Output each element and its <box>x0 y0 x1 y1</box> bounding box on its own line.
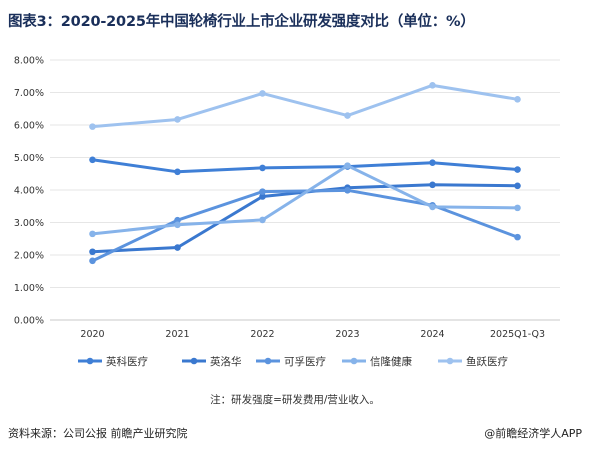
data-point <box>259 216 266 224</box>
data-point <box>174 216 181 224</box>
data-point <box>429 82 436 89</box>
data-point <box>514 96 521 103</box>
data-point <box>259 90 266 97</box>
y-tick-label: 0.00% <box>14 316 44 327</box>
y-tick-label: 4.00% <box>14 186 44 197</box>
data-point <box>259 164 266 172</box>
brand-text: @前瞻经济学人APP <box>484 427 582 440</box>
source-text: 资料来源：公司公报 前瞻产业研究院 <box>8 427 188 440</box>
data-point <box>89 230 96 238</box>
legend-swatch-marker <box>86 357 94 365</box>
data-point <box>259 188 266 195</box>
y-tick-label: 7.00% <box>14 88 44 99</box>
data-point <box>344 162 351 169</box>
chart-title: 图表3：2020-2025年中国轮椅行业上市企业研发强度对比（单位：%） <box>8 14 475 30</box>
legend-label: 可孚医疗 <box>284 355 326 368</box>
data-point <box>89 156 96 164</box>
data-point <box>514 204 521 212</box>
chart-note: 注：研发强度=研发费用/营业收入。 <box>210 394 380 406</box>
x-tick-label: 2022 <box>250 329 274 340</box>
legend-swatch-marker <box>190 357 198 365</box>
series-line <box>91 158 519 174</box>
data-point <box>174 244 181 251</box>
data-point <box>174 116 181 123</box>
x-tick-label: 2021 <box>165 329 189 340</box>
data-point <box>514 182 521 190</box>
data-point <box>89 123 96 130</box>
y-tick-label: 8.00% <box>14 56 44 67</box>
data-point <box>429 203 436 211</box>
data-point <box>429 159 436 166</box>
y-tick-label: 1.00% <box>14 283 44 294</box>
y-tick-label: 6.00% <box>14 121 44 132</box>
legend-swatch-marker <box>446 357 454 365</box>
data-point <box>174 221 181 229</box>
x-tick-label: 2025Q1-Q3 <box>490 329 545 340</box>
legend-swatch-marker <box>264 357 272 365</box>
data-point <box>259 193 266 200</box>
legend-label: 英科医疗 <box>106 355 148 368</box>
y-tick-label: 3.00% <box>14 218 44 229</box>
x-tick-label: 2024 <box>420 329 444 340</box>
line-chart: 0.00% 1.00% 2.00% 3.00% 4.00% 5.00% 6.00% 7.00%… <box>14 56 560 368</box>
data-point <box>429 181 436 189</box>
data-point <box>344 187 351 194</box>
data-point <box>174 168 181 176</box>
series-line <box>91 83 519 129</box>
data-point <box>344 112 351 119</box>
legend-label: 英洛华 <box>210 355 242 368</box>
legend-swatch-marker <box>350 357 358 365</box>
data-point <box>514 233 521 241</box>
series-line <box>91 164 519 236</box>
y-tick-label: 5.00% <box>14 153 44 164</box>
data-point <box>89 257 96 265</box>
x-tick-label: 2020 <box>80 329 104 340</box>
legend-label: 鱼跃医疗 <box>466 355 508 368</box>
series-line <box>91 183 519 254</box>
data-point <box>89 248 96 256</box>
y-tick-label: 2.00% <box>14 251 44 262</box>
legend-label: 信隆健康 <box>370 355 412 368</box>
data-point <box>514 166 521 173</box>
x-tick-label: 2023 <box>335 329 359 340</box>
